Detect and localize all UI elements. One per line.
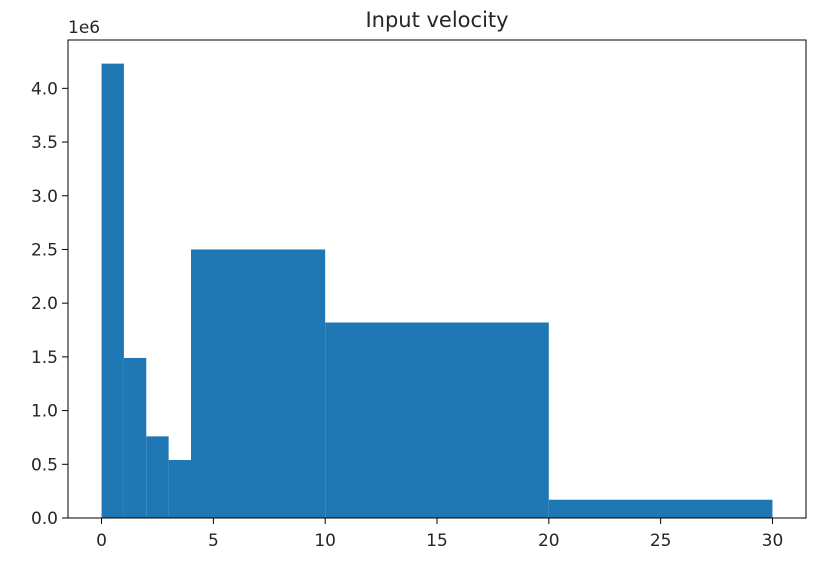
- histogram-bar-2: [146, 436, 169, 518]
- histogram-bar-1: [123, 357, 147, 518]
- x-tick-label: 25: [650, 531, 672, 551]
- y-tick-label: 2.0: [31, 294, 58, 314]
- plot-frame: [67, 39, 807, 519]
- x-tick-label: 10: [314, 531, 336, 551]
- x-tick-label: 15: [426, 531, 448, 551]
- bars-group: [101, 63, 773, 518]
- histogram-bar-0: [101, 63, 124, 518]
- x-tick-label: 20: [538, 531, 560, 551]
- x-tick-label: 0: [96, 531, 107, 551]
- y-tick-label: 3.0: [31, 187, 58, 207]
- x-tick-label: 5: [208, 531, 219, 551]
- x-axis: 0 5 10 15 20 25 30: [96, 518, 783, 551]
- y-tick-label: 3.5: [31, 133, 58, 153]
- histogram-bar-3: [168, 459, 191, 518]
- y-tick-label: 1.5: [31, 348, 58, 368]
- x-tick-label: 30: [762, 531, 784, 551]
- y-tick-label: 4.0: [31, 79, 58, 99]
- histogram-bar-6: [548, 499, 773, 518]
- y-tick-label: 0.0: [31, 509, 58, 529]
- y-tick-label: 0.5: [31, 455, 58, 475]
- y-axis: 0.0 0.5 1.0 1.5 2.0 2.5 3.0 3.5 4.0: [31, 79, 68, 529]
- y-axis-offset-label: 1e6: [68, 18, 100, 38]
- chart-title: Input velocity: [365, 8, 508, 32]
- histogram-bar-4: [191, 249, 326, 518]
- y-tick-label: 2.5: [31, 240, 58, 260]
- y-tick-label: 1.0: [31, 402, 58, 422]
- histogram-bar-5: [325, 322, 549, 518]
